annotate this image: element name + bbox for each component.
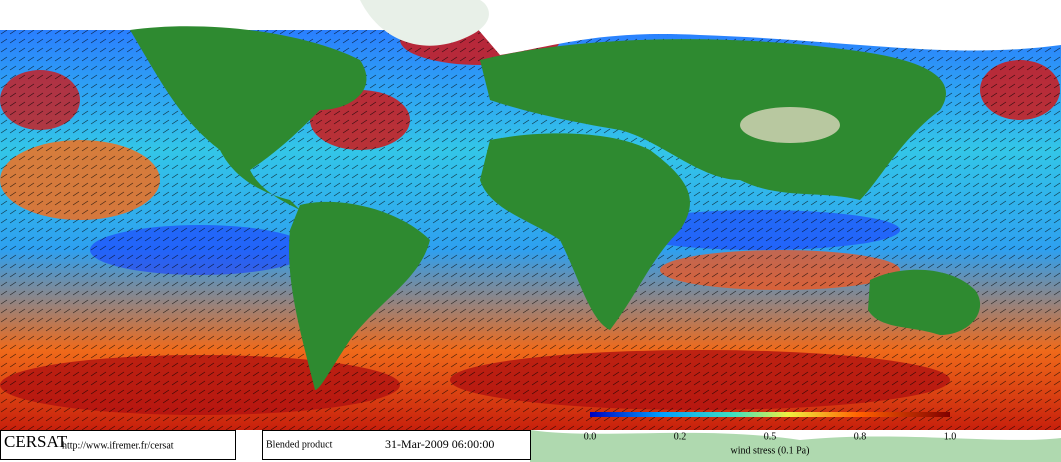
colorbar-title: wind stress (0.1 Pa) <box>731 445 810 456</box>
colorbar <box>590 412 950 417</box>
colorbar-label: 0.5 <box>764 431 777 442</box>
colorbar-label: 1.0 <box>944 431 957 442</box>
land <box>130 0 981 390</box>
colorbar-label: 0.0 <box>584 431 597 442</box>
colorbar-label: 0.2 <box>674 431 687 442</box>
logo: CERSAT <box>4 432 68 451</box>
footer: CERSAT http://www.ifremer.fr/cersat Blen… <box>0 412 1061 462</box>
date: 31-Mar-2009 06:00:00 <box>385 437 494 451</box>
url: http://www.ifremer.fr/cersat <box>62 440 174 451</box>
product: Blended product <box>266 439 333 450</box>
colorbar-label: 0.8 <box>854 431 867 442</box>
